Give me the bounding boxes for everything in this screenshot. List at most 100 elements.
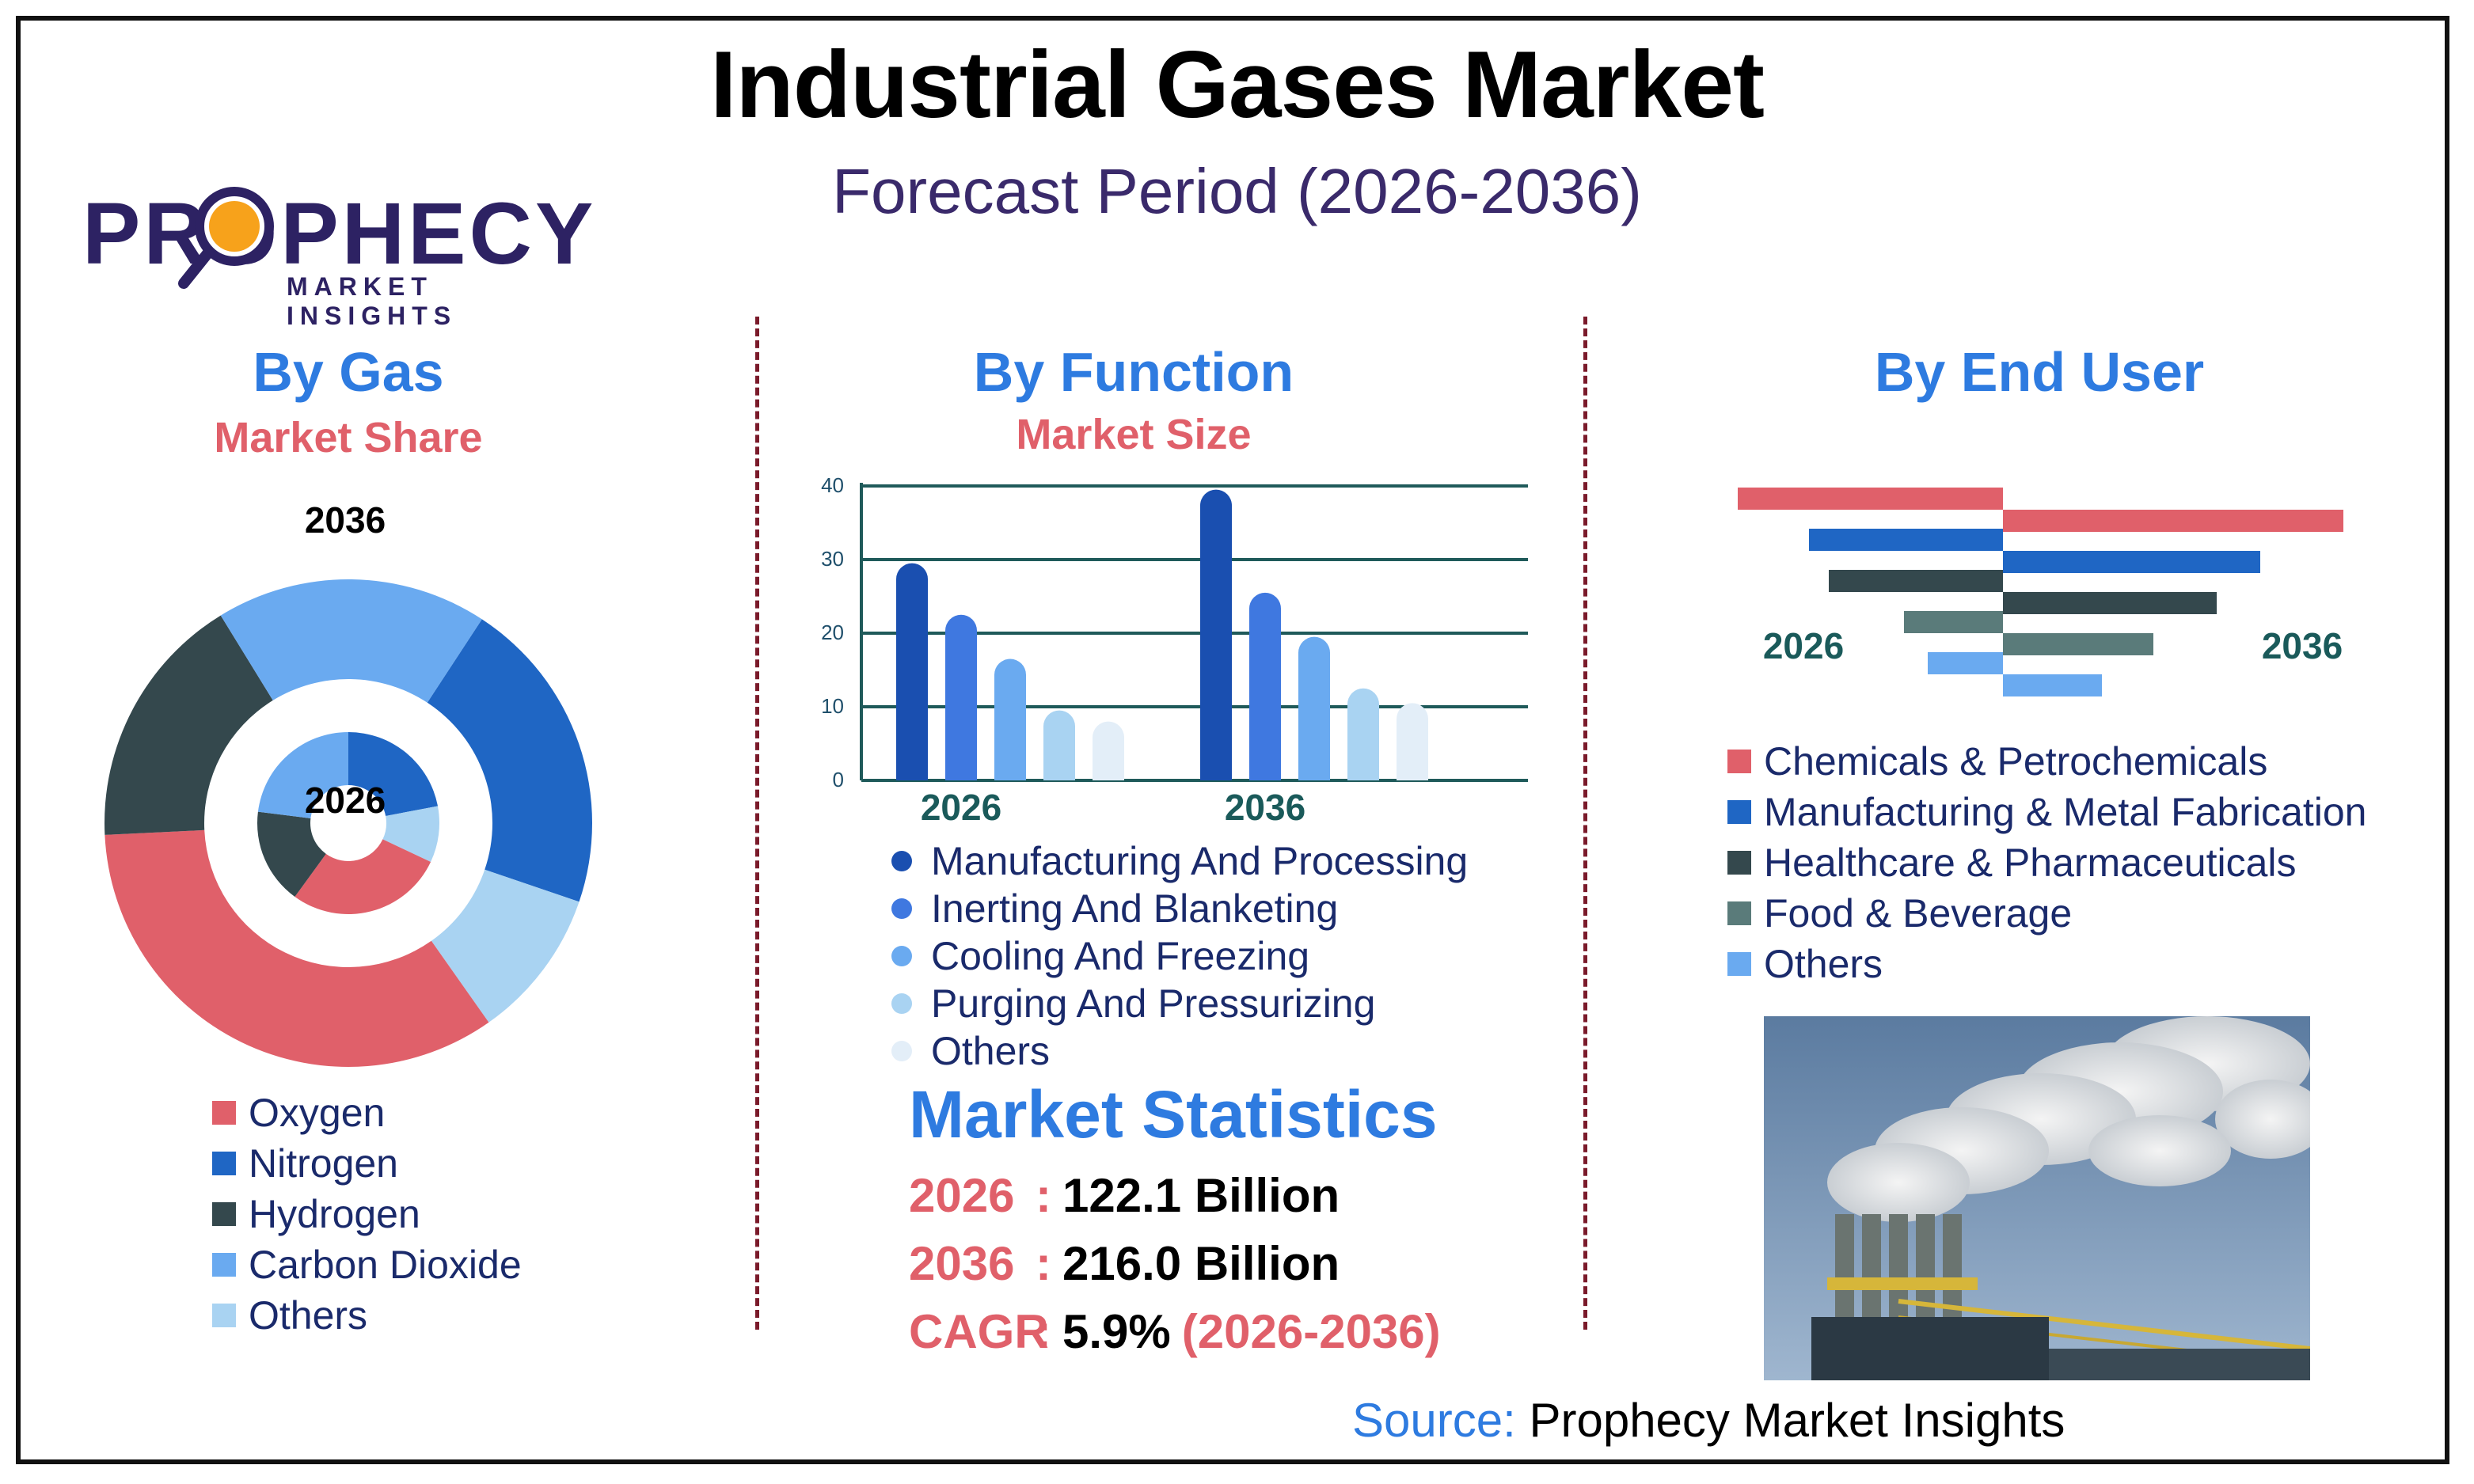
donut-slice-2036-others: [431, 869, 580, 1023]
function-bar-chart: 0 10 20 30 40 2026 2036: [821, 473, 1528, 828]
bar-2026-healthcare-pharmaceuticals: [1829, 570, 2003, 592]
x-category-label: 2026: [921, 787, 1001, 828]
donut-slice-2026-oxygen: [295, 839, 431, 914]
divider-right: [1583, 317, 1587, 1330]
left-year-label: 2026: [1763, 625, 1844, 666]
bar-base: [1043, 765, 1075, 780]
bar-2026-others: [1928, 652, 2003, 674]
bar-2036-healthcare-pharmaceuticals: [2003, 592, 2217, 614]
bar-2036-inerting-and-blanketing: [1249, 592, 1281, 780]
legend-label: Nitrogen: [249, 1141, 398, 1186]
bar-2026-inerting-and-blanketing: [945, 614, 977, 780]
legend-item: Others: [212, 1290, 522, 1341]
bar-base: [994, 765, 1026, 780]
legend-label: Oxygen: [249, 1091, 386, 1135]
source-credit: Source: Prophecy Market Insights: [1352, 1393, 2065, 1448]
legend-item: Others: [891, 1027, 1468, 1075]
donut-slice-2026-others: [382, 806, 439, 862]
magnifier-icon: [178, 187, 274, 289]
legend-label: Manufacturing And Processing: [931, 839, 1469, 883]
stat-row-cagr: CAGR : 5.9% (2026-2036): [909, 1304, 1441, 1359]
bar-2036-purging-and-pressurizing: [1347, 688, 1379, 780]
industrial-chimney-photo: [1764, 1016, 2310, 1380]
legend-dot: [891, 993, 912, 1014]
legend-swatch: [1727, 901, 1751, 925]
gas-outer-year-label: 2036: [304, 499, 386, 541]
bar-base: [896, 765, 928, 780]
legend-label: Manufacturing & Metal Fabrication: [1764, 790, 2367, 834]
donut-slice-2026-nitrogen: [348, 732, 438, 817]
legend-swatch: [1727, 952, 1751, 976]
gas-donut-chart: [105, 579, 592, 1067]
right-year-label: 2036: [2262, 625, 2343, 666]
enduser-butterfly-chart: 2026 2036: [1738, 488, 2343, 696]
legend-swatch: [212, 1253, 236, 1277]
function-section-subtitle: Market Size: [1016, 411, 1252, 458]
donut-slice-2036-nitrogen: [427, 619, 592, 902]
bar-2036-others: [1397, 703, 1428, 780]
donut-slice-2036-oxygen: [105, 829, 489, 1067]
legend-dot: [891, 898, 912, 919]
stat-key: 2036: [909, 1237, 1015, 1290]
gas-legend: Oxygen Nitrogen Hydrogen Carbon Dioxide …: [212, 1087, 522, 1341]
legend-item: Healthcare & Pharmaceuticals: [1727, 837, 2366, 888]
bar-base: [1298, 765, 1330, 780]
legend-swatch: [212, 1304, 236, 1327]
bar-2026-cooling-and-freezing: [994, 659, 1026, 780]
bar-2036-manufacturing-and-processing: [1200, 489, 1232, 780]
bar-2026-chemicals-petrochemicals: [1738, 488, 2003, 510]
page-subtitle: Forecast Period (2026-2036): [832, 156, 1642, 226]
gas-inner-year-label: 2026: [304, 780, 386, 821]
legend-item: Carbon Dioxide: [212, 1239, 522, 1290]
legend-item: Purging And Pressurizing: [891, 980, 1468, 1027]
infographic-frame: [16, 16, 2449, 1464]
legend-label: Others: [931, 1029, 1051, 1073]
x-category-label: 2036: [1225, 787, 1305, 828]
donut-slice-2026-carbon-dioxide: [257, 732, 348, 818]
stat-period: (2026-2036): [1181, 1305, 1441, 1358]
legend-label: Cooling And Freezing: [931, 934, 1310, 978]
enduser-section-title: By End User: [1874, 341, 2205, 403]
bar-base: [945, 765, 977, 780]
stat-colon: :: [1036, 1169, 1051, 1222]
stat-colon: :: [1036, 1237, 1051, 1290]
bar-2026-food-beverage: [1904, 611, 2003, 633]
legend-label: Others: [1764, 942, 1883, 986]
y-tick-label: 0: [833, 768, 844, 791]
function-legend: Manufacturing And Processing Inerting An…: [891, 837, 1468, 1075]
logo-wordmark: PROPHECY: [82, 185, 597, 283]
bar-2026-purging-and-pressurizing: [1043, 710, 1075, 780]
legend-dot: [891, 851, 912, 871]
legend-dot: [891, 946, 912, 966]
legend-item: Nitrogen: [212, 1138, 522, 1189]
y-tick-label: 20: [821, 621, 844, 644]
market-statistics-title: Market Statistics: [909, 1077, 1438, 1152]
stat-key: 2026: [909, 1169, 1015, 1222]
legend-item: Inerting And Blanketing: [891, 885, 1468, 932]
legend-label: Carbon Dioxide: [249, 1243, 522, 1287]
donut-slice-2036-carbon-dioxide: [220, 579, 482, 703]
logo-tagline: MARKET INSIGHTS: [287, 272, 458, 330]
source-text: Prophecy Market Insights: [1529, 1394, 2065, 1447]
legend-label: Healthcare & Pharmaceuticals: [1764, 841, 2297, 885]
bar-2036-cooling-and-freezing: [1298, 636, 1330, 780]
legend-item: Chemicals & Petrochemicals: [1727, 736, 2366, 787]
stat-value: 5.9%: [1062, 1305, 1171, 1358]
legend-item: Oxygen: [212, 1087, 522, 1138]
legend-swatch: [212, 1202, 236, 1226]
prophecy-logo: PROPHECY MARKET INSIGHTS: [82, 184, 605, 330]
y-tick-label: 30: [821, 547, 844, 571]
legend-item: Others: [1727, 939, 2366, 989]
bar-2036-others: [2003, 674, 2102, 696]
page-title: Industrial Gases Market: [710, 32, 1765, 138]
legend-swatch: [1727, 750, 1751, 773]
function-section-title: By Function: [973, 341, 1294, 403]
stat-row-2036: 2036 : 216.0 Billion: [909, 1236, 1340, 1291]
stat-value: 216.0 Billion: [1062, 1237, 1340, 1290]
y-tick-label: 10: [821, 694, 844, 718]
bar-2026-manufacturing-and-processing: [896, 563, 928, 780]
legend-item: Manufacturing And Processing: [891, 837, 1468, 885]
legend-label: Others: [249, 1293, 368, 1338]
legend-item: Hydrogen: [212, 1189, 522, 1239]
legend-item: Cooling And Freezing: [891, 932, 1468, 980]
